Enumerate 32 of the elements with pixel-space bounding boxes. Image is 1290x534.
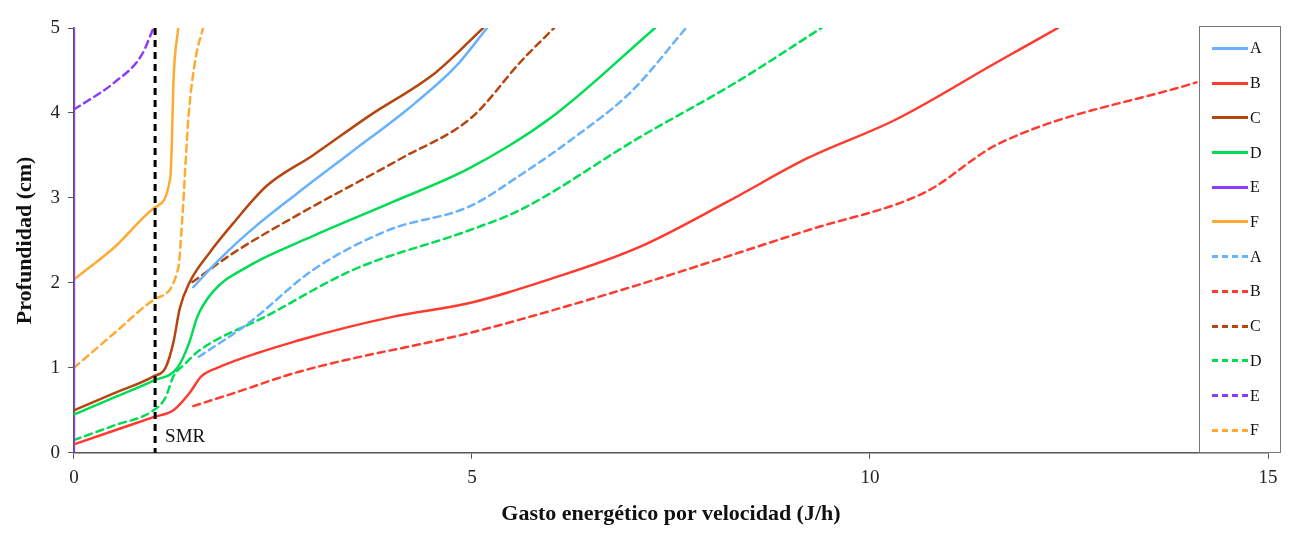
y-tick-label: 3: [50, 185, 60, 207]
legend-label: E: [1250, 178, 1260, 197]
x-tick-label: 0: [69, 466, 79, 488]
line-series: [73, 28, 180, 281]
y-tick-label: 0: [50, 440, 60, 462]
y-tick-label: 2: [50, 270, 60, 292]
legend-label: F: [1250, 421, 1259, 440]
y-axis-title: Profundidad (cm): [10, 156, 36, 325]
legend-label: D: [1250, 143, 1262, 162]
line-series: [192, 28, 489, 289]
x-axis-title: Gasto energético por velocidad (J/h): [501, 500, 841, 526]
legend-label: E: [1250, 386, 1260, 405]
legend-label: A: [1250, 247, 1262, 266]
y-tick-label: 4: [50, 100, 61, 122]
legend-label: B: [1250, 282, 1261, 301]
x-tick-label: 10: [860, 466, 880, 488]
y-tick-label: 5: [50, 15, 60, 37]
legend-label: C: [1250, 317, 1261, 336]
legend-label: C: [1250, 108, 1261, 127]
line-series: [192, 81, 1198, 408]
line-series: [73, 28, 823, 442]
legend-label: B: [1250, 74, 1261, 93]
legend-label: A: [1250, 39, 1262, 58]
line-series: [73, 28, 1060, 446]
legend-label: D: [1250, 351, 1262, 370]
ref-line-label: SMR: [165, 425, 206, 447]
line-series: [197, 28, 688, 359]
line-series: [73, 28, 205, 370]
x-tick-label: 15: [1258, 466, 1278, 488]
y-tick-label: 1: [50, 355, 60, 377]
x-tick-label: 5: [467, 466, 477, 488]
legend-label: F: [1250, 212, 1259, 231]
